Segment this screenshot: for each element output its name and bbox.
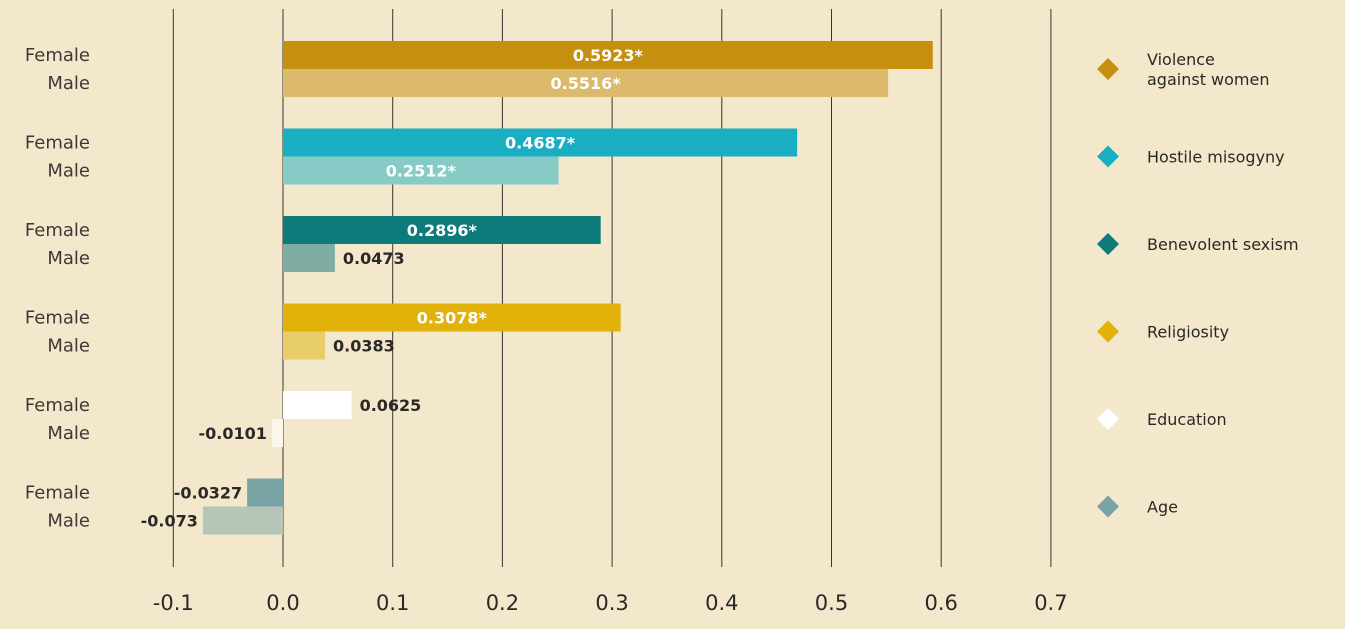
bar-age-female: [247, 478, 283, 507]
bar-violence-against-women-male: [283, 69, 889, 97]
x-tick-label: 0.7: [1034, 591, 1067, 615]
legend-marker: [1097, 233, 1119, 255]
x-tick-label: 0.5: [815, 591, 848, 615]
bar-violence-against-women-female: [283, 41, 933, 69]
legend-label: Violence: [1147, 50, 1215, 69]
data-label: -0.073: [141, 512, 198, 531]
row-label: Female: [25, 308, 90, 329]
x-axis-tick-labels: -0.1 0.0 0.1 0.2 0.3 0.4 0.5 0.6 0.7: [153, 591, 1068, 615]
legend-marker: [1097, 320, 1119, 343]
data-label: 0.0625: [360, 396, 422, 415]
data-label: 0.5516*: [550, 74, 621, 93]
legend-label: Education: [1147, 410, 1227, 429]
data-label: 0.2896*: [407, 221, 478, 240]
value-labels: 0.5923* 0.5516* 0.4687* 0.2512* 0.2896*0.047…: [141, 46, 644, 531]
x-tick-label: 0.1: [376, 591, 409, 615]
legend-marker: [1097, 145, 1119, 168]
data-label: 0.0473: [343, 249, 405, 268]
legend-label: Religiosity: [1147, 323, 1229, 342]
x-tick-label: 0.2: [486, 591, 519, 615]
legend-label: Hostile misogyny: [1147, 148, 1285, 167]
data-label: 0.4687*: [505, 134, 576, 153]
row-label: Male: [47, 73, 90, 94]
row-label: Female: [25, 45, 90, 66]
data-label: 0.5923*: [573, 46, 644, 65]
x-tick-label: -0.1: [153, 591, 194, 615]
row-label: Male: [47, 423, 90, 444]
data-label: -0.0327: [174, 484, 242, 503]
bar-hostile-misogyny-male: [283, 156, 559, 185]
bar-benevolent-sexism-female: [283, 216, 601, 244]
gridlines: [172, 9, 1052, 567]
data-label: 0.2512*: [386, 162, 457, 181]
row-label: Male: [47, 511, 90, 532]
bar-religiosity-female: [283, 303, 621, 332]
x-tick-label: 0.0: [266, 591, 299, 615]
data-label: 0.0383: [333, 337, 395, 356]
legend-marker: [1097, 408, 1119, 430]
x-tick-label: 0.3: [595, 591, 628, 615]
legend-label: Age: [1147, 498, 1178, 517]
x-tick-label: 0.4: [705, 591, 738, 615]
row-label: Male: [47, 161, 90, 182]
row-label: Female: [25, 483, 90, 504]
x-tick-label: 0.6: [924, 591, 957, 615]
row-label: Male: [47, 248, 90, 269]
bar-education-female: [283, 391, 352, 419]
legend-label: against women: [1147, 70, 1270, 89]
bar-religiosity-male: [283, 331, 326, 360]
bar-education-male: [271, 419, 283, 447]
row-label: Female: [25, 220, 90, 241]
row-labels: Female Male Female Male Female Male Female Male…: [25, 45, 90, 532]
row-label: Female: [25, 133, 90, 154]
bar-age-male: [202, 506, 283, 535]
bar-hostile-misogyny-female: [283, 128, 798, 157]
row-label: Female: [25, 395, 90, 416]
data-label: -0.0101: [199, 424, 267, 443]
bar-benevolent-sexism-male: [283, 244, 335, 272]
legend-marker: [1097, 58, 1119, 80]
data-label: 0.3078*: [417, 309, 488, 328]
legend-label: Benevolent sexism: [1147, 235, 1299, 254]
bars: [202, 41, 933, 535]
row-label: Male: [47, 336, 90, 357]
legend-marker: [1097, 495, 1119, 518]
